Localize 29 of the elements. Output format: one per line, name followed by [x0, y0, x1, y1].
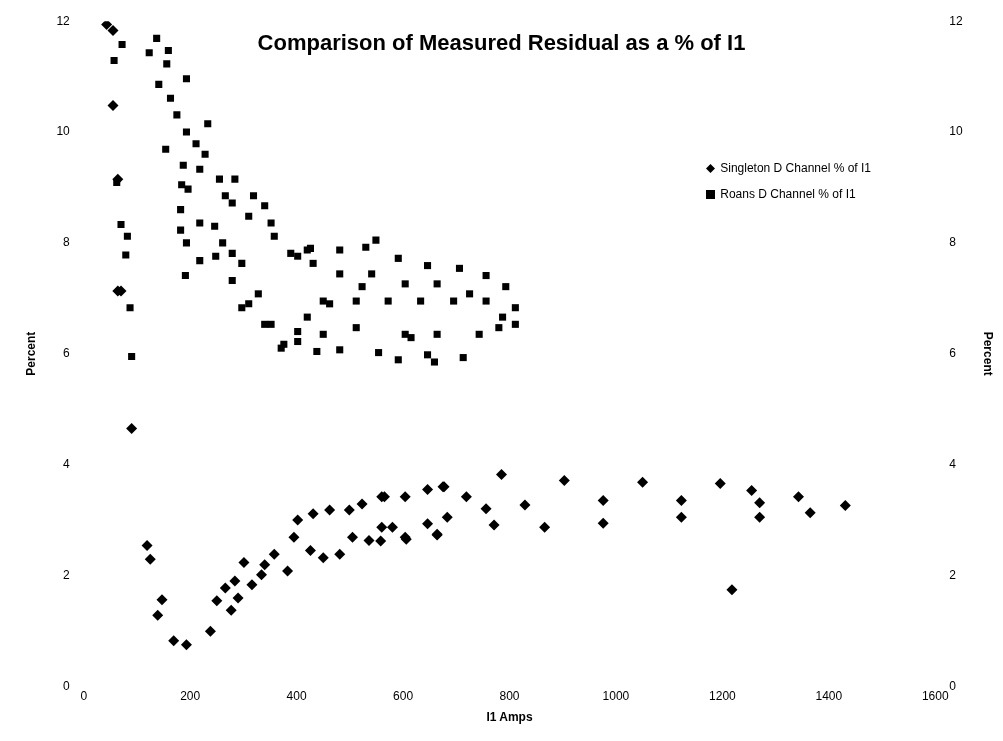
x-tick-label: 1400	[815, 688, 843, 703]
y-tick-label: 10	[56, 124, 71, 139]
y2-tick-label: 2	[949, 567, 957, 582]
x-tick-label: 1200	[709, 688, 737, 703]
y2-tick-label: 0	[949, 678, 957, 693]
x-tick-label: 0	[80, 688, 88, 703]
y-tick-label: 12	[56, 13, 71, 28]
y-tick-label: 0	[63, 678, 71, 693]
y2-tick-label: 12	[949, 13, 963, 28]
y2-axis-title: Percent	[981, 331, 996, 376]
x-tick-label: 600	[393, 688, 414, 703]
y-tick-label: 8	[63, 235, 71, 250]
legend-label: Roans D Channel % of I1	[720, 187, 856, 202]
y-tick-label: 2	[63, 567, 71, 582]
y2-tick-label: 8	[949, 235, 957, 250]
x-tick-label: 800	[499, 688, 520, 703]
y-tick-label: 6	[63, 346, 71, 361]
y-axis-title: Percent	[23, 331, 38, 376]
x-axis-title: I1 Amps	[486, 710, 533, 725]
y2-tick-label: 10	[949, 124, 963, 139]
y-tick-label: 4	[63, 456, 71, 471]
legend-label: Singleton D Channel % of I1	[720, 161, 872, 176]
x-tick-label: 1600	[921, 688, 949, 703]
y2-tick-label: 6	[949, 346, 957, 361]
chart-title: Comparison of Measured Residual as a % of I1	[256, 30, 747, 56]
x-tick-label: 1000	[602, 688, 630, 703]
x-tick-label: 200	[180, 688, 201, 703]
y2-tick-label: 4	[949, 456, 957, 471]
x-tick-label: 400	[286, 688, 307, 703]
